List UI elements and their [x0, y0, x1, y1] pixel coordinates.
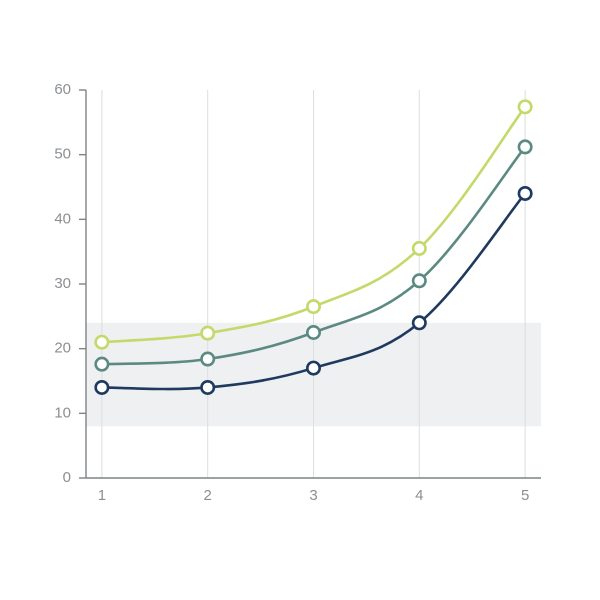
series-marker-series-a [96, 336, 108, 348]
series-marker-series-c [96, 381, 108, 393]
y-tick-label: 50 [54, 146, 71, 163]
y-tick-label: 40 [54, 210, 71, 227]
series-marker-series-b [96, 358, 108, 370]
series-marker-series-c [413, 317, 425, 329]
x-tick-label: 4 [415, 487, 423, 504]
line-chart: 0 10 20 30 40 50 60 1 2 3 4 5 [0, 0, 600, 600]
series-marker-series-c [307, 362, 319, 374]
series-marker-series-a [413, 242, 425, 254]
series-marker-series-c [519, 187, 531, 199]
series-marker-series-b [413, 275, 425, 287]
series-marker-series-b [201, 353, 213, 365]
x-tick-label: 3 [309, 487, 317, 504]
series-marker-series-a [519, 101, 531, 113]
series-marker-series-a [201, 327, 213, 339]
x-tick-label: 5 [521, 487, 529, 504]
y-tick-label: 0 [63, 469, 71, 486]
series-marker-series-a [307, 300, 319, 312]
x-tick-label: 1 [98, 487, 106, 504]
y-tick-label: 30 [54, 275, 71, 292]
y-tick-label: 20 [54, 340, 71, 357]
series-marker-series-c [201, 381, 213, 393]
series-marker-series-b [307, 326, 319, 338]
y-tick-label: 60 [54, 81, 71, 98]
x-tick-label: 2 [204, 487, 212, 504]
series-marker-series-b [519, 141, 531, 153]
y-tick-label: 10 [54, 404, 71, 421]
